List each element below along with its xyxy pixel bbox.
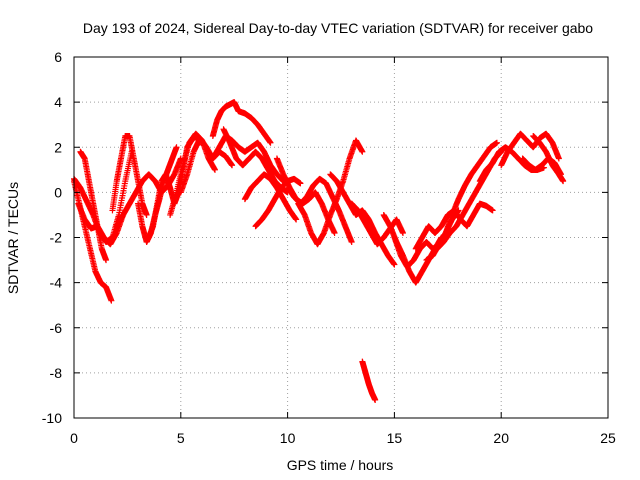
data-point	[391, 261, 398, 268]
data-point	[489, 207, 496, 214]
data-point	[348, 239, 355, 246]
grid-lines	[74, 57, 608, 418]
data-point	[493, 139, 500, 146]
y-tick-label: -10	[42, 410, 62, 426]
y-tick-label: -2	[50, 230, 63, 246]
x-tick-label: 25	[600, 430, 616, 446]
data-point	[143, 211, 150, 218]
x-tick-label: 10	[280, 430, 296, 446]
y-tick-label: 4	[54, 94, 62, 110]
x-tick-label: 5	[177, 430, 185, 446]
x-tick-label: 15	[387, 430, 403, 446]
x-axis-title: GPS time / hours	[287, 457, 394, 473]
x-tick-labels: 0 5 10 15 20 25	[70, 430, 616, 446]
y-tick-label: 6	[54, 49, 62, 65]
y-axis-title: SDTVAR / TECUs	[5, 182, 21, 294]
data-point	[108, 297, 115, 304]
data-point	[372, 396, 379, 403]
data-point	[211, 166, 218, 173]
series-sat-e	[109, 132, 150, 218]
x-tick-label: 0	[70, 430, 78, 446]
data-point	[297, 180, 304, 187]
series-sat-r	[295, 137, 366, 248]
data-point	[173, 144, 180, 151]
data-point	[331, 229, 338, 236]
data-point	[103, 257, 110, 264]
data-point	[293, 216, 300, 223]
series-sat-z	[423, 139, 500, 264]
series-sat-x	[412, 200, 496, 252]
y-tick-label: 2	[54, 139, 62, 155]
data-point	[229, 162, 236, 169]
y-tick-label: -4	[50, 275, 63, 291]
x-tick-label: 20	[493, 430, 509, 446]
series-sat-ad	[530, 132, 567, 185]
data-point	[399, 229, 406, 236]
data-point	[359, 148, 366, 155]
axis-ticks	[73, 56, 609, 419]
data-point	[560, 178, 567, 185]
y-tick-label: -8	[50, 365, 63, 381]
y-tick-label: -6	[50, 320, 63, 336]
y-tick-labels: -10 -8 -6 -4 -2 0 2 4 6	[42, 49, 62, 426]
data-point	[267, 139, 274, 146]
series-sat-k	[209, 99, 274, 146]
series-sat-u	[359, 358, 379, 403]
chart-title: Day 193 of 2024, Sidereal Day-to-day VTE…	[83, 20, 593, 36]
series-sat-m	[220, 126, 291, 196]
data-point	[555, 155, 562, 162]
y-tick-label: 0	[54, 184, 62, 200]
data-points	[71, 99, 567, 403]
